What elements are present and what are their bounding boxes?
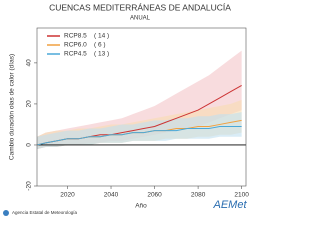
footer: Agencia Estatal de Meteorología	[12, 210, 78, 215]
x-tick-label: 2020	[60, 192, 75, 199]
legend-count: ( 13 )	[94, 51, 109, 58]
legend-count: ( 6 )	[94, 42, 106, 49]
x-tick-label: 2060	[147, 192, 162, 199]
chart-title: CUENCAS MEDITERRÁNEAS DE ANDALUCÍA	[49, 2, 231, 12]
y-axis-label: Cambio duración olas de calor (días)	[9, 54, 16, 160]
y-tick-label: 20	[26, 100, 33, 108]
logo: AEMet	[212, 199, 247, 211]
legend-label: RCP4.5	[64, 51, 87, 58]
x-tick-label: 2100	[234, 192, 249, 199]
chart-subtitle: ANUAL	[130, 16, 151, 22]
y-tick-label: 40	[26, 59, 33, 67]
plot-frame	[36, 27, 247, 187]
y-tick-label: 0	[26, 143, 33, 147]
legend-label: RCP6.0	[64, 42, 87, 49]
series-line	[36, 125, 242, 146]
footer-icon	[3, 210, 9, 216]
x-tick-label: 2080	[191, 192, 206, 199]
x-axis-label: Año	[135, 203, 147, 210]
x-tick-label: 2040	[104, 192, 119, 199]
y-tick-label: -20	[26, 181, 33, 191]
legend-label: RCP8.5	[64, 33, 87, 40]
legend-count: ( 14 )	[94, 33, 109, 40]
range-band	[37, 112, 242, 150]
chart: CUENCAS MEDITERRÁNEAS DE ANDALUCÍA ANUAL…	[3, 2, 250, 216]
